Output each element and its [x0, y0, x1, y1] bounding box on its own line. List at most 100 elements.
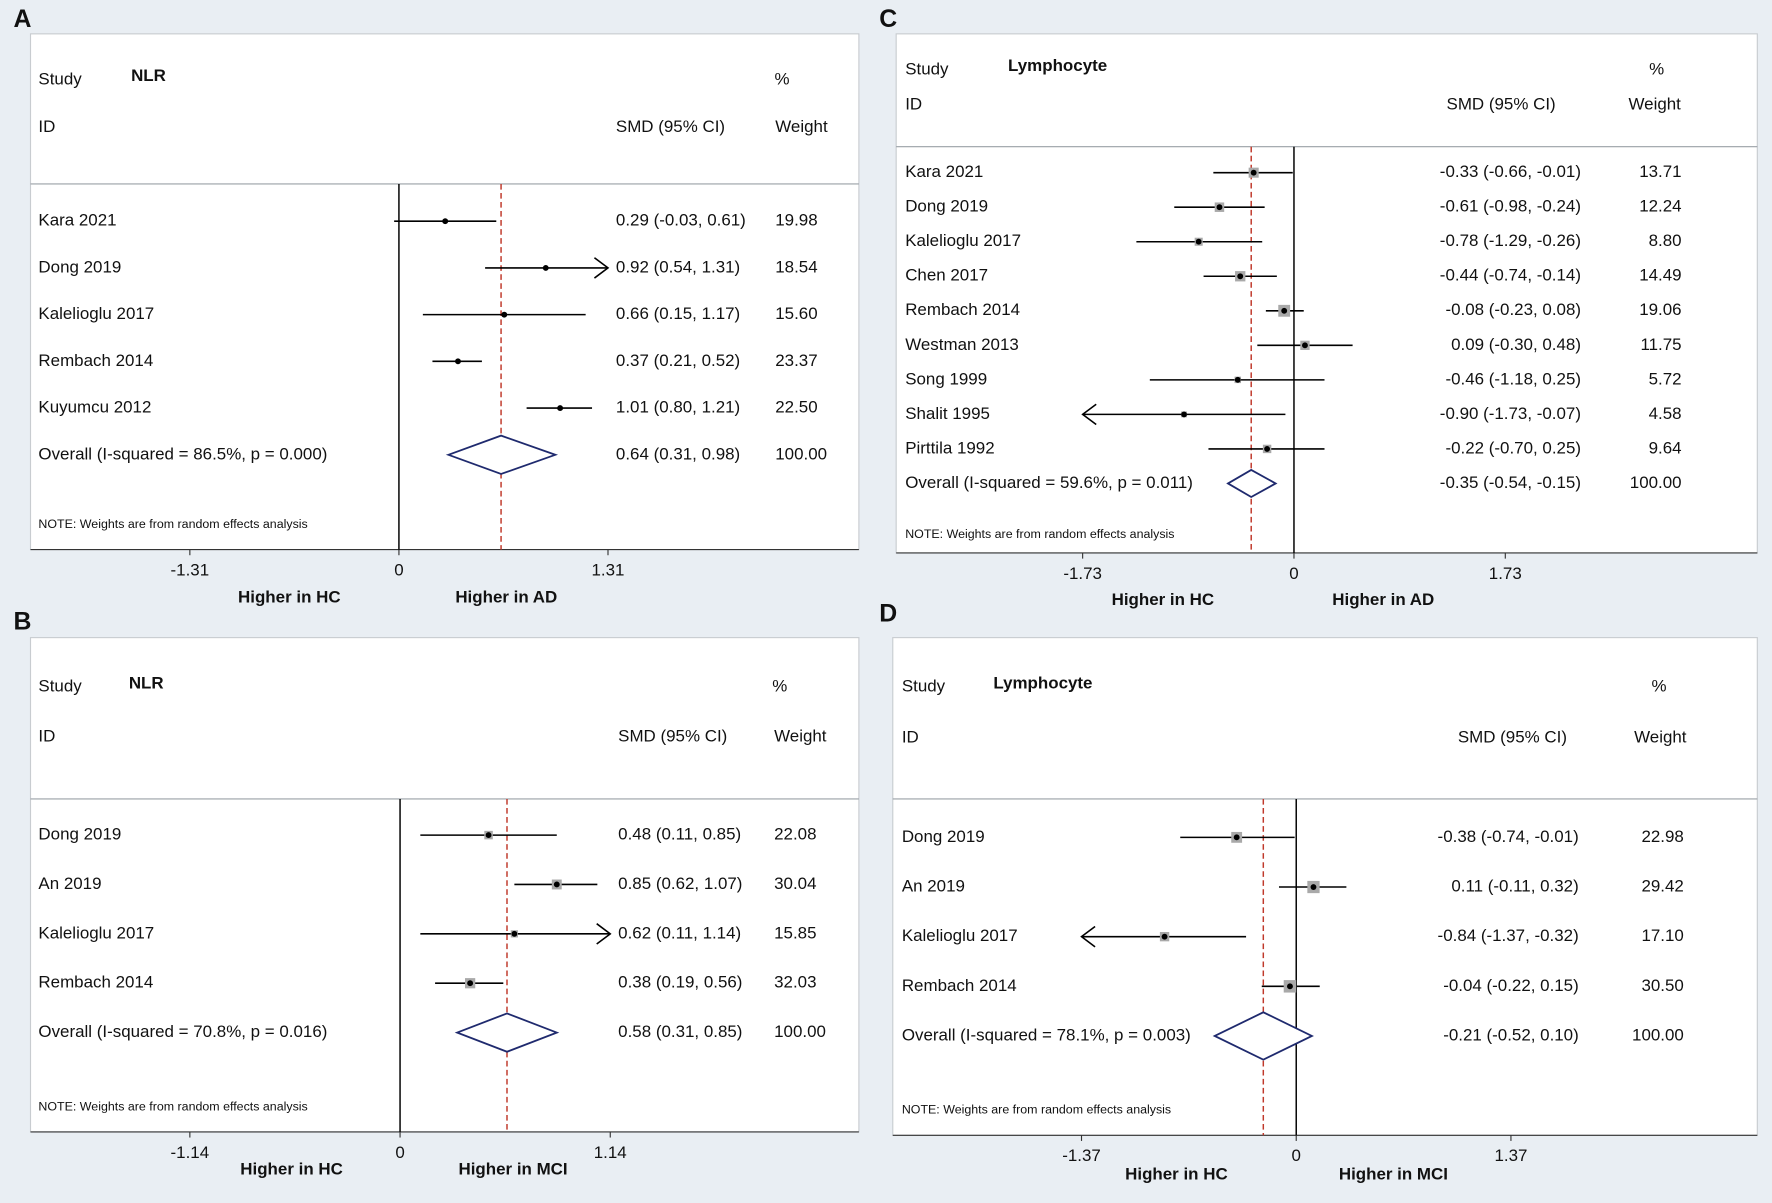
overall-ci-label: 0.64 (0.31, 0.98) [616, 444, 740, 463]
overall-weight-label: 100.00 [775, 444, 827, 463]
ci-label: 0.29 (-0.03, 0.61) [616, 211, 746, 230]
study-name: Kalelioglu 2017 [38, 304, 154, 323]
x-axis-label: Higher in AD [455, 588, 557, 607]
x-tick-label: 0 [395, 1143, 404, 1162]
weight-label: 30.04 [774, 874, 816, 893]
weight-label: 15.60 [775, 304, 817, 323]
overall-ci-label: -0.35 (-0.54, -0.15) [1440, 473, 1581, 492]
x-tick-label: 0 [394, 561, 403, 580]
weight-label: 29.42 [1641, 876, 1683, 895]
ci-label: -0.33 (-0.66, -0.01) [1440, 162, 1581, 181]
point-estimate [553, 881, 560, 888]
point-estimate [501, 311, 508, 318]
overall-weight-label: 100.00 [1630, 473, 1682, 492]
panel-frame [29, 637, 860, 1133]
weight-label: 9.64 [1649, 438, 1682, 457]
header-effect: SMD (95% CI) [1447, 94, 1556, 113]
weight-label: 15.85 [774, 923, 816, 942]
ci-label: 0.37 (0.21, 0.52) [616, 351, 740, 370]
study-name: Rembach 2014 [38, 973, 153, 992]
study-name: Rembach 2014 [905, 300, 1020, 319]
point-estimate [1181, 411, 1187, 418]
study-name: Rembach 2014 [902, 976, 1017, 995]
weight-label: 22.50 [775, 398, 817, 417]
point-estimate [1195, 238, 1202, 245]
ci-label: 0.38 (0.19, 0.56) [618, 973, 742, 992]
study-name: Kara 2021 [905, 162, 983, 181]
ci-label: 1.01 (0.80, 1.21) [616, 398, 740, 417]
overall-label: Overall (I-squared = 86.5%, p = 0.000) [38, 444, 327, 463]
header-id: ID [905, 94, 922, 113]
header-id: ID [38, 726, 55, 745]
ci-label: -0.61 (-0.98, -0.24) [1440, 197, 1581, 216]
header-id: ID [38, 117, 55, 136]
weight-label: 13.71 [1639, 162, 1681, 181]
ci-label: -0.22 (-0.70, 0.25) [1445, 438, 1581, 457]
weight-label: 8.80 [1649, 231, 1682, 250]
x-tick-label: -1.37 [1062, 1146, 1101, 1165]
x-axis-label: Higher in MCI [1339, 1164, 1448, 1183]
ci-label: 0.66 (0.15, 1.17) [616, 304, 740, 323]
point-estimate [511, 930, 518, 937]
x-axis-label: Higher in HC [1112, 590, 1215, 609]
header-measure: Lymphocyte [1008, 56, 1107, 75]
panel-letter: B [14, 609, 32, 636]
weight-label: 11.75 [1640, 335, 1681, 354]
overall-ci-label: -0.21 (-0.52, 0.10) [1443, 1025, 1579, 1044]
ci-label: 0.62 (0.11, 1.14) [618, 923, 741, 942]
header-effect: SMD (95% CI) [618, 726, 727, 745]
header-weight: Weight [775, 117, 828, 136]
overall-weight-label: 100.00 [1632, 1025, 1684, 1044]
x-tick-label: 1.37 [1494, 1146, 1527, 1165]
ci-arrow [1080, 925, 1096, 948]
header-study: Study [902, 677, 946, 696]
study-name: Kara 2021 [38, 211, 116, 230]
overall-ci-label: 0.58 (0.31, 0.85) [618, 1022, 742, 1041]
weight-label: 18.54 [775, 257, 817, 276]
point-estimate [557, 405, 564, 412]
header-pct: % [1649, 59, 1664, 78]
header-measure: NLR [131, 66, 166, 85]
ci-label: -0.78 (-1.29, -0.26) [1440, 231, 1581, 250]
study-name: Shalit 1995 [905, 404, 990, 423]
weight-label: 22.98 [1641, 827, 1683, 846]
weight-label: 5.72 [1649, 369, 1682, 388]
ci-label: 0.11 (-0.11, 0.32) [1451, 876, 1578, 895]
point-estimate [1161, 933, 1168, 940]
ci-label: 0.85 (0.62, 1.07) [618, 874, 742, 893]
weight-label: 14.49 [1639, 266, 1681, 285]
weight-label: 4.58 [1649, 404, 1682, 423]
x-axis-label: Higher in MCI [458, 1160, 567, 1179]
x-tick-label: 1.14 [594, 1143, 627, 1162]
panel-letter: C [879, 6, 897, 33]
ci-label: -0.08 (-0.23, 0.08) [1445, 300, 1581, 319]
point-estimate [542, 264, 549, 271]
point-estimate [467, 980, 474, 987]
ci-arrow [593, 257, 610, 279]
x-axis-label: Higher in AD [1332, 590, 1434, 609]
weight-label: 17.10 [1641, 926, 1683, 945]
header-effect: SMD (95% CI) [616, 117, 725, 136]
study-name: Dong 2019 [38, 825, 121, 844]
x-axis-label: Higher in HC [240, 1160, 343, 1179]
x-tick-label: -1.14 [171, 1143, 210, 1162]
header-id: ID [902, 728, 919, 747]
overall-label: Overall (I-squared = 70.8%, p = 0.016) [38, 1022, 327, 1041]
x-axis-label: Higher in HC [238, 588, 341, 607]
point-estimate [442, 218, 449, 225]
x-tick-label: 1.73 [1489, 564, 1522, 583]
weight-label: 30.50 [1641, 976, 1683, 995]
header-weight: Weight [774, 726, 827, 745]
panel-letter: A [14, 6, 32, 33]
ci-arrow [596, 923, 612, 945]
study-name: Pirttila 1992 [905, 438, 994, 457]
ci-label: 0.48 (0.11, 0.85) [618, 825, 741, 844]
point-estimate [1216, 204, 1223, 211]
panel-frame [29, 33, 860, 551]
point-estimate [1264, 445, 1271, 452]
point-estimate [1237, 273, 1244, 280]
ci-label: -0.90 (-1.73, -0.07) [1440, 404, 1581, 423]
study-name: An 2019 [902, 876, 965, 895]
header-weight: Weight [1628, 94, 1681, 113]
x-tick-label: 0 [1289, 564, 1298, 583]
